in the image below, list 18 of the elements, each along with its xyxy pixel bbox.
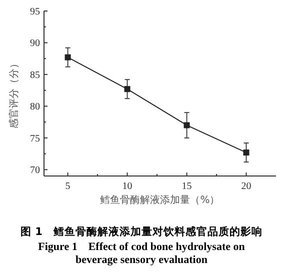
y-tick-label: 80 — [30, 102, 40, 113]
text: 图 1 鳕鱼骨酶解液添加量对饮料感官品质的影响 — [20, 226, 264, 239]
point — [64, 54, 71, 60]
y-tick-label: 75 — [30, 133, 40, 144]
x-tick-label: 15 — [182, 181, 192, 192]
x-axis-title: 鳕鱼骨酶解液添加量（%） — [100, 194, 220, 206]
point — [243, 150, 250, 156]
x-tick-label: 10 — [122, 181, 132, 192]
y-tick-label: 85 — [30, 70, 40, 81]
y-tick-label: 90 — [30, 38, 40, 50]
y-axis-title: 感官评分（分） — [8, 58, 20, 128]
text: Figure 1 Effect of cod bone hydrolysate on beverage sensory evaluation — [37, 241, 246, 267]
x-tick-label: 20 — [241, 181, 252, 192]
x-tick-label: 5 — [65, 181, 70, 192]
y-tick-label: 70 — [30, 165, 40, 176]
point — [124, 86, 130, 92]
point — [184, 122, 190, 128]
y-tick-label: 95 — [30, 6, 40, 18]
